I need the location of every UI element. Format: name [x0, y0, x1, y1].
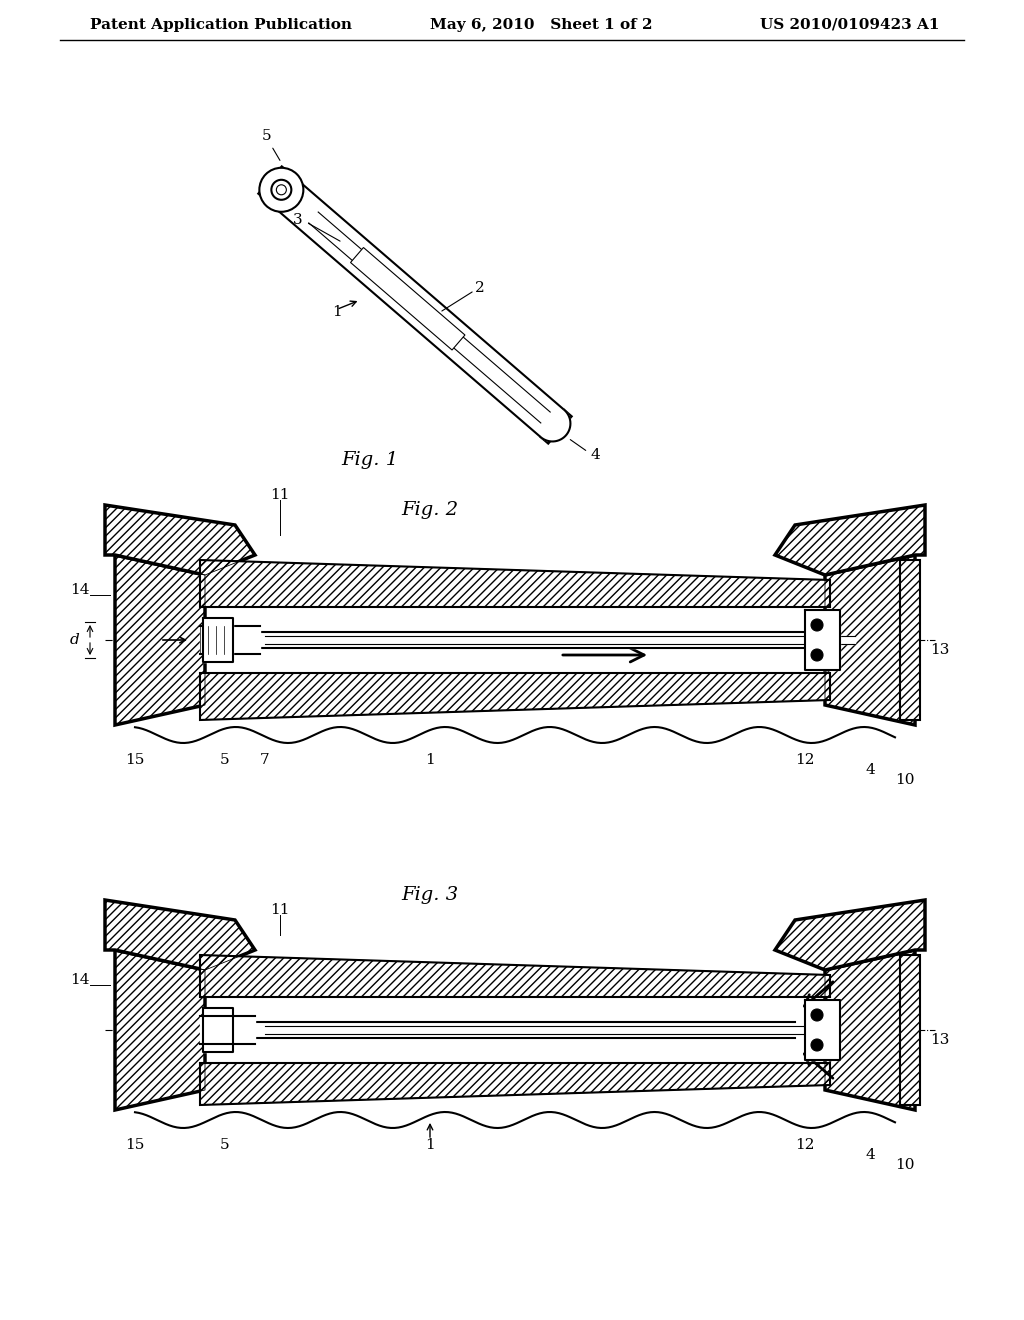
Text: 14: 14 [71, 583, 90, 597]
Polygon shape [200, 954, 830, 997]
Text: 12: 12 [796, 1138, 815, 1152]
Text: 7: 7 [260, 752, 269, 767]
Text: 5: 5 [261, 129, 271, 143]
Text: 13: 13 [931, 1034, 949, 1047]
Polygon shape [825, 950, 915, 1110]
Text: 5: 5 [220, 752, 229, 767]
Polygon shape [350, 248, 465, 350]
Text: 4: 4 [865, 763, 874, 777]
Text: 4: 4 [590, 447, 600, 462]
Text: 13: 13 [931, 643, 949, 657]
Text: 4: 4 [865, 1148, 874, 1162]
Circle shape [811, 1008, 823, 1020]
Text: Fig. 3: Fig. 3 [401, 886, 459, 904]
Text: 2: 2 [475, 281, 484, 294]
Text: US 2010/0109423 A1: US 2010/0109423 A1 [760, 18, 939, 32]
Polygon shape [900, 954, 920, 1105]
Polygon shape [115, 950, 205, 1110]
Polygon shape [200, 673, 830, 719]
Circle shape [271, 180, 292, 199]
Text: 10: 10 [895, 1158, 914, 1172]
Text: Fig. 1: Fig. 1 [341, 451, 398, 469]
Polygon shape [541, 409, 570, 441]
Text: 1: 1 [425, 752, 435, 767]
Polygon shape [200, 1063, 830, 1105]
Circle shape [811, 619, 823, 631]
Text: 5: 5 [220, 1138, 229, 1152]
Circle shape [276, 185, 287, 195]
Polygon shape [105, 900, 255, 970]
Text: 3: 3 [293, 213, 303, 227]
Polygon shape [115, 554, 205, 725]
Polygon shape [900, 560, 920, 719]
Polygon shape [775, 506, 925, 576]
Text: 15: 15 [125, 1138, 144, 1152]
Text: 14: 14 [71, 973, 90, 987]
Polygon shape [200, 560, 830, 607]
Text: Fig. 2: Fig. 2 [401, 502, 459, 519]
Text: 11: 11 [270, 903, 290, 917]
Text: 15: 15 [125, 752, 144, 767]
Text: 1: 1 [332, 305, 341, 319]
Text: 12: 12 [796, 752, 815, 767]
Circle shape [259, 168, 303, 211]
Polygon shape [825, 554, 915, 725]
Polygon shape [775, 900, 925, 970]
Text: May 6, 2010   Sheet 1 of 2: May 6, 2010 Sheet 1 of 2 [430, 18, 652, 32]
Polygon shape [105, 506, 255, 576]
Polygon shape [258, 166, 571, 444]
Text: 10: 10 [895, 774, 914, 787]
Text: 1: 1 [425, 1138, 435, 1152]
Text: 11: 11 [270, 488, 290, 502]
Text: Patent Application Publication: Patent Application Publication [90, 18, 352, 32]
Text: d: d [70, 634, 80, 647]
Circle shape [811, 649, 823, 661]
Circle shape [811, 1039, 823, 1051]
